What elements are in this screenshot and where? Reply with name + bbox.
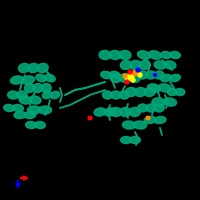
Ellipse shape: [154, 104, 164, 112]
Circle shape: [125, 75, 131, 81]
Ellipse shape: [139, 60, 150, 70]
Circle shape: [131, 78, 135, 82]
Ellipse shape: [17, 91, 27, 99]
Ellipse shape: [41, 83, 51, 93]
Ellipse shape: [138, 71, 147, 79]
Ellipse shape: [130, 136, 140, 144]
Ellipse shape: [21, 76, 35, 84]
Ellipse shape: [42, 91, 52, 99]
Ellipse shape: [19, 96, 31, 104]
Ellipse shape: [146, 104, 156, 112]
Ellipse shape: [129, 73, 140, 82]
Ellipse shape: [103, 91, 112, 99]
Ellipse shape: [152, 98, 166, 106]
Ellipse shape: [119, 50, 131, 60]
Ellipse shape: [167, 88, 177, 96]
Ellipse shape: [135, 87, 146, 97]
Ellipse shape: [149, 51, 161, 59]
Ellipse shape: [104, 108, 116, 116]
Ellipse shape: [161, 74, 171, 82]
Ellipse shape: [154, 61, 166, 69]
Ellipse shape: [161, 51, 171, 59]
Ellipse shape: [170, 51, 180, 59]
Ellipse shape: [94, 108, 106, 116]
Ellipse shape: [138, 104, 147, 112]
Ellipse shape: [110, 73, 122, 82]
Ellipse shape: [27, 106, 41, 114]
Ellipse shape: [154, 71, 164, 79]
Circle shape: [130, 72, 134, 77]
Ellipse shape: [120, 60, 132, 70]
Ellipse shape: [144, 87, 155, 97]
Ellipse shape: [163, 98, 177, 106]
Ellipse shape: [164, 61, 176, 69]
Ellipse shape: [121, 136, 131, 144]
Ellipse shape: [125, 87, 137, 97]
Ellipse shape: [38, 106, 52, 114]
Ellipse shape: [29, 96, 41, 104]
Ellipse shape: [175, 88, 185, 96]
Ellipse shape: [120, 108, 131, 116]
Ellipse shape: [45, 74, 55, 82]
Circle shape: [138, 73, 142, 77]
Circle shape: [125, 80, 129, 84]
Ellipse shape: [14, 111, 26, 119]
Ellipse shape: [50, 91, 60, 99]
Ellipse shape: [122, 121, 136, 129]
Ellipse shape: [35, 121, 45, 129]
Ellipse shape: [99, 50, 111, 60]
Ellipse shape: [26, 121, 36, 129]
Circle shape: [88, 116, 92, 120]
Ellipse shape: [158, 84, 172, 92]
Circle shape: [132, 71, 138, 75]
Ellipse shape: [24, 111, 36, 119]
Ellipse shape: [144, 116, 156, 124]
Ellipse shape: [130, 60, 141, 70]
Ellipse shape: [170, 74, 180, 82]
Ellipse shape: [133, 121, 147, 129]
Ellipse shape: [154, 116, 166, 124]
Circle shape: [123, 74, 127, 78]
Ellipse shape: [36, 74, 46, 82]
Ellipse shape: [25, 83, 34, 93]
Ellipse shape: [111, 91, 121, 99]
Ellipse shape: [129, 108, 140, 116]
Circle shape: [136, 68, 140, 72]
Ellipse shape: [110, 108, 122, 116]
Circle shape: [128, 70, 132, 74]
Circle shape: [146, 116, 150, 120]
Ellipse shape: [120, 73, 131, 82]
Ellipse shape: [8, 91, 18, 99]
Ellipse shape: [37, 63, 48, 73]
Ellipse shape: [18, 63, 30, 73]
Ellipse shape: [101, 71, 111, 79]
Ellipse shape: [28, 63, 39, 73]
Ellipse shape: [10, 76, 24, 84]
Ellipse shape: [110, 71, 120, 79]
Ellipse shape: [109, 50, 121, 60]
Ellipse shape: [33, 83, 43, 93]
Ellipse shape: [119, 91, 129, 99]
Ellipse shape: [13, 104, 23, 112]
Circle shape: [154, 73, 156, 76]
Ellipse shape: [4, 104, 14, 112]
Ellipse shape: [146, 71, 156, 79]
Ellipse shape: [138, 51, 150, 59]
Ellipse shape: [147, 84, 161, 92]
